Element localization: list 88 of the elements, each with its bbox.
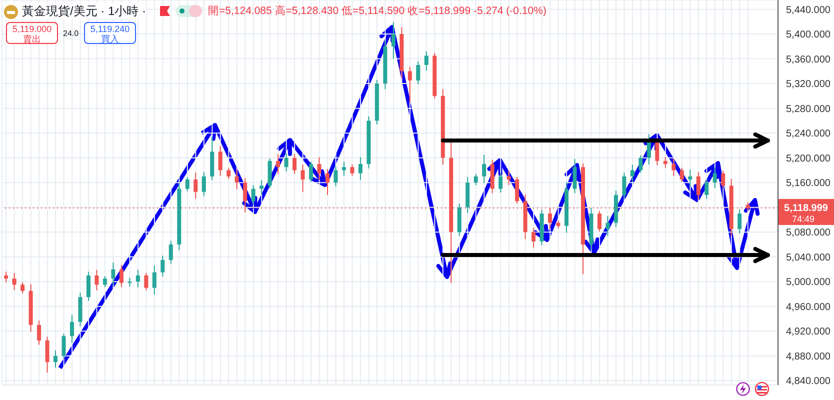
candlestick [424, 50, 428, 72]
text: 74:49 [792, 214, 815, 224]
y-tick-label: 4,960.000 [786, 302, 831, 313]
y-tick-label: 5,200.000 [786, 153, 831, 164]
candlestick [119, 264, 124, 288]
candlestick [358, 156, 362, 181]
y-tick-label: 5,000.000 [786, 277, 831, 288]
y-tick-label: 4,880.000 [786, 351, 831, 362]
candlestick [94, 269, 99, 291]
candlestick [70, 314, 74, 344]
candlestick [391, 22, 396, 60]
candlestick [102, 276, 107, 288]
candlestick [168, 240, 173, 264]
candlestick [185, 176, 190, 192]
y-tick-label: 5,400.000 [786, 30, 831, 41]
candlestick [680, 167, 684, 182]
candlestick [86, 271, 90, 302]
candlestick [4, 271, 8, 283]
candlestick [482, 154, 486, 184]
annotation: 24.0 [63, 29, 79, 38]
annotation: 賣出 [22, 34, 42, 44]
candlestick [136, 269, 140, 288]
candlestick [260, 180, 264, 195]
y-tick-label: 5,360.000 [786, 54, 831, 66]
text: 開=5,124.085 高=5,128.430 低=5,114.590 收=5,118.999 -5.274 (-0.10%) [208, 4, 546, 18]
candlestick [515, 176, 520, 204]
y-tick-label: 5,160.000 [786, 178, 831, 190]
annotation: 5,119.000 [11, 24, 53, 34]
candlestick [144, 272, 148, 291]
candlestick [309, 161, 314, 182]
candlestick [325, 168, 330, 196]
candlestick [738, 208, 742, 234]
candlestick [572, 158, 577, 194]
chart-title: 黃金現貨/美元 · 1小時 · [22, 3, 146, 20]
y-tick-label: 5,320.000 [786, 79, 831, 90]
y-tick-label: 5,440.000 [786, 4, 831, 16]
annotation: 買入 [100, 34, 120, 44]
candlestick [234, 169, 239, 190]
candlestick [284, 153, 288, 172]
candlestick [292, 154, 297, 174]
candlestick [721, 170, 726, 189]
y-tick-label: 5,240.000 [786, 128, 831, 140]
candlestick [704, 178, 709, 200]
candlestick [45, 336, 50, 374]
candlestick [606, 216, 610, 236]
candlestick [646, 134, 651, 166]
candlestick [416, 60, 420, 85]
candlestick [663, 156, 668, 168]
candlestick [350, 164, 354, 176]
candlestick [276, 154, 280, 174]
candlestick [37, 320, 42, 346]
ref-line-label: 5,118.999 [784, 202, 828, 214]
y-tick-label: 4,840.000 [786, 376, 831, 388]
candlestick [300, 164, 305, 192]
candlestick [506, 170, 511, 186]
candlestick [696, 172, 700, 200]
candlestick [12, 272, 16, 291]
candlestick [638, 154, 643, 174]
candlestick [54, 350, 58, 368]
candlestick [408, 66, 412, 103]
candlestick [672, 158, 676, 176]
candlestick [712, 167, 717, 189]
y-tick-label: 5,040.000 [786, 252, 831, 264]
candlestick [630, 164, 634, 182]
candlestick [655, 138, 660, 166]
candlestick [498, 172, 503, 193]
y-tick-label: 4,920.000 [786, 326, 831, 338]
candlestick [532, 227, 536, 248]
candlestick [20, 282, 25, 294]
candlestick [62, 333, 66, 359]
candlestick [226, 167, 231, 180]
y-tick-label: 5,080.000 [786, 228, 831, 239]
candlestick [597, 210, 602, 232]
candlestick [334, 166, 338, 187]
candlestick [317, 156, 322, 181]
candlestick [160, 255, 165, 278]
annotation: 5,119.240 [89, 24, 131, 34]
candlestick [622, 172, 626, 200]
candlestick [688, 169, 692, 187]
candlestick [342, 161, 346, 176]
candlestick [474, 173, 478, 186]
candlestick [194, 172, 198, 200]
candlestick [218, 146, 222, 176]
candlestick [202, 172, 206, 197]
candlestick [251, 184, 256, 206]
candlestick [111, 262, 116, 286]
y-tick-label: 5,280.000 [786, 104, 831, 115]
candlestick [152, 265, 156, 296]
